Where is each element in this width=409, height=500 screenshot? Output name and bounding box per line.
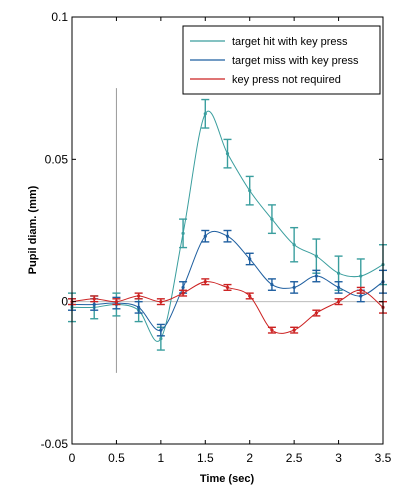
- data-point: [248, 189, 252, 193]
- legend-label: key press not required: [232, 74, 341, 86]
- data-point: [203, 234, 207, 238]
- data-point: [114, 300, 119, 304]
- data-point: [359, 274, 363, 278]
- y-axis: -0.05 0 0.05 0.1: [41, 10, 383, 451]
- data-point: [292, 285, 296, 290]
- data-point: [292, 328, 296, 332]
- data-point: [359, 288, 363, 292]
- data-point: [159, 300, 163, 304]
- legend-label: target hit with key press: [232, 36, 348, 48]
- x-tick-label: 2.5: [286, 451, 303, 465]
- data-point: [159, 337, 163, 341]
- data-point: [270, 328, 274, 332]
- data-point: [92, 302, 96, 307]
- reference-lines: [72, 88, 383, 373]
- data-point: [270, 282, 274, 287]
- y-axis-title: Pupil diam. (mm): [27, 185, 39, 274]
- y-tick-label: 0.05: [45, 152, 69, 166]
- data-point: [292, 243, 296, 247]
- data-point: [270, 217, 274, 221]
- data-point: [314, 274, 318, 278]
- data-point: [359, 294, 363, 298]
- plot-frame: [71, 16, 384, 445]
- data-point: [248, 294, 252, 298]
- legend: target hit with key press target miss wit…: [182, 25, 381, 95]
- x-tick-label: 0: [69, 451, 76, 465]
- data-point: [137, 294, 141, 298]
- x-tick-label: 1.5: [197, 451, 214, 465]
- x-tick-label: 3: [335, 451, 342, 465]
- x-tick-label: 2: [246, 451, 253, 465]
- x-tick-label: 3.5: [375, 451, 392, 465]
- data-point: [137, 305, 141, 309]
- x-tick-label: 0.5: [108, 451, 125, 465]
- data-point: [203, 280, 207, 284]
- data-point: [336, 300, 341, 304]
- data-point: [92, 297, 96, 301]
- data-point: [181, 285, 185, 290]
- y-tick-label: -0.05: [41, 437, 69, 451]
- data-point: [336, 271, 341, 275]
- data-point: [181, 231, 185, 235]
- y-tick-label: 0: [61, 295, 68, 309]
- legend-label: target miss with key press: [232, 55, 359, 67]
- data-point: [248, 257, 252, 261]
- data-point: [225, 152, 230, 156]
- data-point: [159, 328, 163, 332]
- x-axis: 0 0.5 1 1.5 2 2.5 3 3.5: [69, 17, 392, 465]
- data-point: [203, 112, 207, 116]
- data-point: [181, 291, 185, 295]
- data-point: [336, 285, 341, 290]
- x-axis-title: Time (sec): [200, 473, 255, 485]
- data-point: [314, 254, 318, 258]
- x-tick-label: 1: [158, 451, 165, 465]
- data-point: [225, 285, 230, 290]
- series-line: [71, 110, 384, 342]
- y-tick-label: 0.1: [51, 10, 68, 24]
- data-point: [225, 234, 230, 238]
- data-point: [314, 311, 318, 315]
- series-layer: [68, 98, 387, 351]
